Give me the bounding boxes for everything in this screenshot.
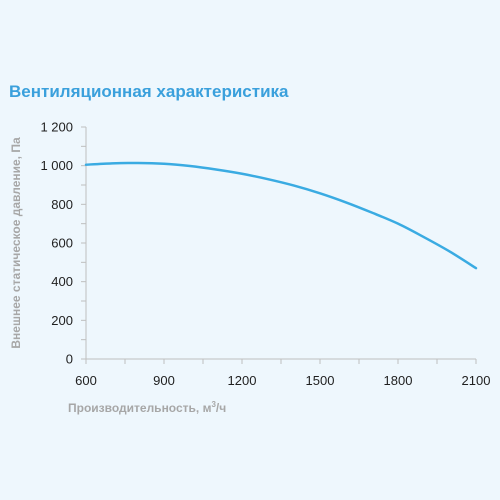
y-tick-label: 200	[51, 313, 73, 328]
y-tick-label: 800	[51, 197, 73, 212]
x-axis-label: Производительность, м3/ч	[68, 400, 226, 415]
series	[84, 161, 478, 270]
chart-title: Вентиляционная характеристика	[9, 82, 289, 101]
x-tick-label: 1500	[306, 373, 335, 388]
y-tick-label: 600	[51, 236, 73, 251]
y-tick-label: 0	[66, 352, 73, 367]
x-axis-label-superscript: 3	[211, 400, 216, 409]
y-tick-label: 400	[51, 274, 73, 289]
x-tick-label: 900	[153, 373, 175, 388]
x-tick-label: 2100	[462, 373, 491, 388]
x-axis-label-main: Производительность, м	[68, 401, 212, 415]
tick-marks	[81, 126, 477, 364]
y-tick-label: 1 000	[40, 158, 73, 173]
series-line	[84, 161, 478, 270]
y-axis-label: Внешнее статическое давление, Па	[9, 137, 23, 349]
x-tick-label: 1800	[384, 373, 413, 388]
tick-labels: 0 200 400 600 800 1 000 1 200 600 900 1200 1500 180…	[40, 120, 490, 389]
y-tick-label: 1 200	[40, 120, 73, 135]
x-tick-label: 1200	[228, 373, 257, 388]
x-axis-label-suffix: /ч	[216, 401, 226, 415]
x-tick-label: 600	[75, 373, 97, 388]
